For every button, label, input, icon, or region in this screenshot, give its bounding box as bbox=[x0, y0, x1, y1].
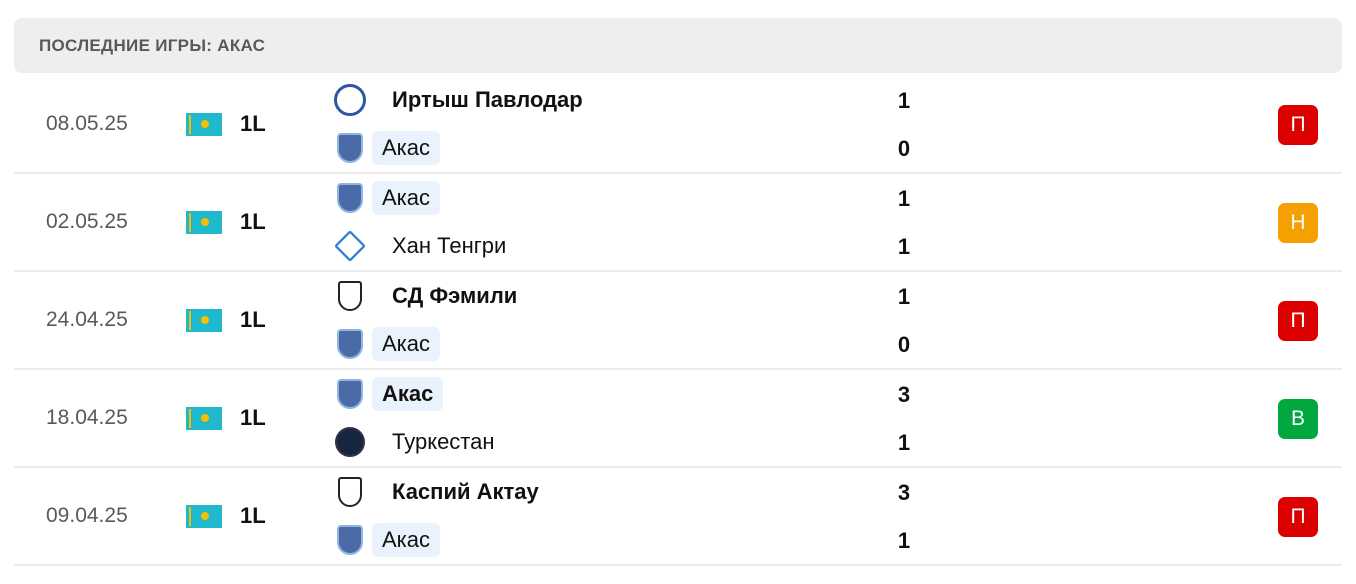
kazakhstan-flag-icon bbox=[186, 407, 222, 430]
league-label[interactable]: 1L bbox=[240, 111, 266, 136]
home-score: 3 bbox=[897, 382, 911, 407]
match-row[interactable]: 24.04.25 1L СД Фэмили Акас 1 0 П bbox=[14, 272, 1342, 370]
home-team[interactable]: Акас bbox=[332, 180, 441, 216]
away-team[interactable]: Туркестан bbox=[332, 424, 505, 460]
away-team-name[interactable]: Туркестан bbox=[392, 429, 495, 454]
result-badge: П bbox=[1278, 105, 1318, 145]
match-date: 02.05.25 bbox=[46, 210, 128, 233]
team-logo-icon bbox=[332, 228, 368, 264]
match-date: 24.04.25 bbox=[46, 308, 128, 331]
team-logo-icon bbox=[332, 474, 368, 510]
team-logo-icon bbox=[332, 326, 368, 362]
team-logo-icon bbox=[332, 522, 368, 558]
away-team-name[interactable]: Акас bbox=[372, 523, 441, 557]
kazakhstan-flag-icon bbox=[186, 211, 222, 234]
team-logo-icon bbox=[332, 424, 368, 460]
home-score: 1 bbox=[897, 186, 911, 211]
section-title: ПОСЛЕДНИЕ ИГРЫ: АКАС bbox=[39, 35, 266, 55]
team-logo-icon bbox=[332, 180, 368, 216]
match-date: 18.04.25 bbox=[46, 406, 128, 429]
home-team[interactable]: СД Фэмили bbox=[332, 278, 527, 314]
home-team-name[interactable]: Иртыш Павлодар bbox=[392, 87, 583, 112]
result-badge: Н bbox=[1278, 203, 1318, 243]
home-team-name[interactable]: СД Фэмили bbox=[392, 283, 518, 308]
team-logo-icon bbox=[332, 278, 368, 314]
away-score: 0 bbox=[897, 332, 911, 357]
league-label[interactable]: 1L bbox=[240, 503, 266, 528]
home-team[interactable]: Каспий Актау bbox=[332, 474, 549, 510]
home-team-name[interactable]: Каспий Актау bbox=[392, 479, 539, 504]
home-score: 1 bbox=[897, 284, 911, 309]
away-team-name[interactable]: Хан Тенгри bbox=[392, 233, 507, 258]
away-team[interactable]: Акас bbox=[332, 522, 441, 558]
match-date: 08.05.25 bbox=[46, 112, 128, 135]
kazakhstan-flag-icon bbox=[186, 309, 222, 332]
match-row[interactable]: 09.04.25 1L Каспий Актау Акас 3 1 П bbox=[14, 468, 1342, 566]
away-score: 1 bbox=[897, 234, 911, 259]
home-team-name[interactable]: Акас bbox=[372, 377, 444, 411]
home-team-name[interactable]: Акас bbox=[372, 181, 441, 215]
away-score: 1 bbox=[897, 528, 911, 553]
match-row[interactable]: 18.04.25 1L Акас Туркестан 3 1 В bbox=[14, 370, 1342, 468]
away-team[interactable]: Хан Тенгри bbox=[332, 228, 516, 264]
result-badge: П bbox=[1278, 301, 1318, 341]
home-score: 3 bbox=[897, 480, 911, 505]
result-badge: В bbox=[1278, 399, 1318, 439]
league-label[interactable]: 1L bbox=[240, 209, 266, 234]
away-score: 1 bbox=[897, 430, 911, 455]
section-header: ПОСЛЕДНИЕ ИГРЫ: АКАС bbox=[14, 18, 1342, 73]
home-score: 1 bbox=[897, 88, 911, 113]
away-team[interactable]: Акас bbox=[332, 130, 441, 166]
home-team[interactable]: Акас bbox=[332, 376, 444, 412]
league-label[interactable]: 1L bbox=[240, 307, 266, 332]
team-logo-icon bbox=[332, 82, 368, 118]
result-badge: П bbox=[1278, 497, 1318, 537]
league-label[interactable]: 1L bbox=[240, 405, 266, 430]
team-logo-icon bbox=[332, 376, 368, 412]
kazakhstan-flag-icon bbox=[186, 113, 222, 136]
match-row[interactable]: 08.05.25 1L Иртыш Павлодар Акас 1 0 П bbox=[14, 76, 1342, 174]
team-logo-icon bbox=[332, 130, 368, 166]
kazakhstan-flag-icon bbox=[186, 505, 222, 528]
away-score: 0 bbox=[897, 136, 911, 161]
away-team[interactable]: Акас bbox=[332, 326, 441, 362]
away-team-name[interactable]: Акас bbox=[372, 327, 441, 361]
home-team[interactable]: Иртыш Павлодар bbox=[332, 82, 593, 118]
away-team-name[interactable]: Акас bbox=[372, 131, 441, 165]
match-row[interactable]: 02.05.25 1L Акас Хан Тенгри 1 1 Н bbox=[14, 174, 1342, 272]
match-date: 09.04.25 bbox=[46, 504, 128, 527]
